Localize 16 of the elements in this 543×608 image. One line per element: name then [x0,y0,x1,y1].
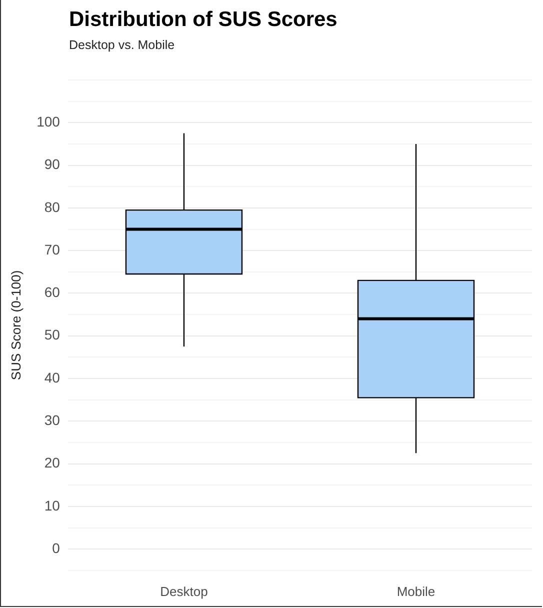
chart-subtitle: Desktop vs. Mobile [69,38,175,52]
y-tick-label: 70 [44,241,60,258]
y-tick-label: 10 [44,497,60,514]
y-tick-label: 60 [44,284,60,300]
y-tick-label: 40 [44,369,60,386]
y-tick-label: 100 [36,114,60,130]
x-tick-label: Mobile [396,584,436,599]
chart-title: Distribution of SUS Scores [69,8,338,32]
x-tick-label: Desktop [160,584,208,599]
y-axis-title: SUS Score (0-100) [8,270,24,380]
y-tick-label: 50 [44,326,60,343]
y-tick-label: 90 [44,156,60,172]
y-tick-label: 80 [44,198,60,215]
y-tick-label: 30 [44,412,60,428]
y-tick-label: 0 [52,540,60,556]
y-tick-label: 20 [44,454,60,471]
